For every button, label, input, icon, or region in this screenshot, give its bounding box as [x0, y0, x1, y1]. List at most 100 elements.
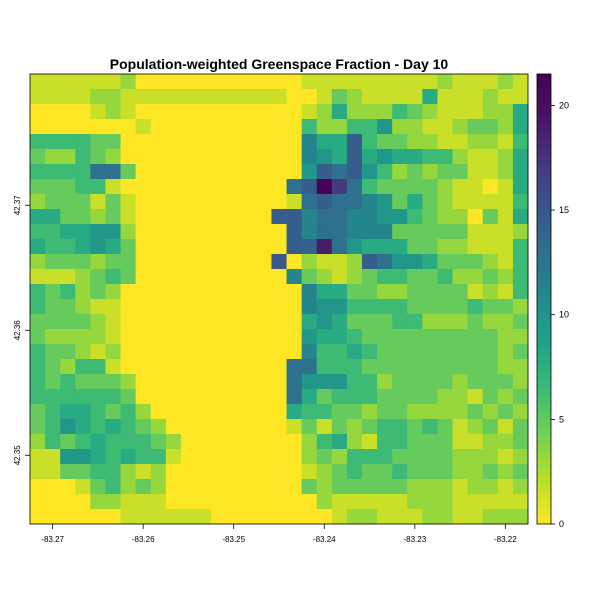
heatmap-cell: [105, 419, 121, 435]
heatmap-cell: [271, 89, 287, 105]
heatmap-cell: [316, 254, 333, 270]
heatmap-cell: [75, 284, 91, 300]
heatmap-cell: [346, 329, 363, 345]
heatmap-cell: [301, 494, 318, 510]
heatmap-cell: [226, 89, 242, 105]
heatmap-cell: [407, 449, 423, 465]
heatmap-cell: [286, 209, 303, 225]
heatmap-cell: [331, 149, 348, 165]
heatmap-cell: [362, 299, 378, 315]
heatmap-cell: [467, 494, 484, 510]
heatmap-cell: [392, 209, 408, 225]
heatmap-cell: [241, 359, 257, 375]
heatmap-cell: [226, 119, 242, 135]
heatmap-cell: [271, 374, 287, 390]
heatmap-cell: [105, 509, 121, 525]
heatmap-cell: [105, 284, 121, 300]
heatmap-cell: [75, 449, 91, 465]
heatmap-cell: [346, 374, 363, 390]
heatmap-cell: [346, 479, 363, 495]
heatmap-cell: [60, 194, 76, 210]
heatmap-cell: [165, 209, 182, 225]
colorbar: [536, 73, 552, 525]
heatmap-cell: [407, 254, 423, 270]
heatmap-cell: [331, 344, 348, 360]
heatmap-cell: [301, 224, 318, 240]
heatmap-cell: [105, 404, 121, 420]
heatmap-cell: [196, 389, 212, 405]
heatmap-cell: [392, 494, 408, 510]
heatmap-cell: [467, 464, 484, 480]
heatmap-cell: [135, 419, 152, 435]
heatmap-cell: [135, 134, 152, 150]
heatmap-cell: [135, 149, 152, 165]
heatmap-cell: [150, 134, 167, 150]
heatmap-cell: [60, 209, 76, 225]
heatmap-cell: [316, 269, 333, 285]
heatmap-cell: [497, 134, 514, 150]
heatmap-cell: [512, 404, 529, 420]
heatmap-cell: [241, 179, 257, 195]
heatmap-cell: [301, 104, 318, 120]
heatmap-cell: [331, 74, 348, 90]
heatmap-cell: [45, 299, 61, 315]
heatmap-cell: [180, 494, 197, 510]
heatmap-cell: [180, 224, 197, 240]
heatmap-cell: [135, 299, 152, 315]
heatmap-cell: [331, 479, 348, 495]
heatmap-cell: [90, 509, 106, 525]
heatmap-cell: [75, 329, 91, 345]
heatmap-cell: [135, 329, 152, 345]
heatmap-cell: [316, 449, 333, 465]
heatmap-cell: [241, 314, 257, 330]
heatmap-cell: [30, 359, 46, 375]
heatmap-cell: [346, 104, 363, 120]
heatmap-cell: [301, 254, 318, 270]
heatmap-cell: [226, 299, 242, 315]
heatmap-cell: [90, 464, 106, 480]
heatmap-cell: [301, 284, 318, 300]
heatmap-cell: [377, 284, 393, 300]
heatmap-cell: [211, 419, 227, 435]
heatmap-cell: [422, 464, 438, 480]
heatmap-cell: [241, 194, 257, 210]
heatmap-cell: [180, 284, 197, 300]
heatmap-cell: [271, 239, 287, 255]
heatmap-cell: [301, 479, 318, 495]
heatmap-cell: [165, 179, 182, 195]
heatmap-cell: [75, 194, 91, 210]
heatmap-cell: [120, 284, 137, 300]
heatmap-cell: [316, 494, 333, 510]
heatmap-cell: [211, 479, 227, 495]
heatmap-cell: [362, 359, 378, 375]
heatmap-cell: [196, 269, 212, 285]
heatmap-cell: [150, 239, 167, 255]
heatmap-cell: [180, 209, 197, 225]
heatmap-cell: [75, 464, 91, 480]
heatmap-cell: [241, 344, 257, 360]
heatmap-cell: [331, 434, 348, 450]
heatmap-cell: [452, 344, 469, 360]
heatmap-cell: [497, 179, 514, 195]
heatmap-cell: [422, 74, 438, 90]
heatmap-cell: [196, 479, 212, 495]
heatmap-cell: [407, 389, 423, 405]
heatmap-cell: [211, 509, 227, 525]
heatmap-cell: [150, 359, 167, 375]
heatmap-cell: [256, 254, 272, 270]
heatmap-cell: [211, 449, 227, 465]
heatmap-cell: [241, 404, 257, 420]
heatmap-cell: [377, 269, 393, 285]
heatmap-cell: [165, 329, 182, 345]
heatmap-cell: [75, 164, 91, 180]
heatmap-cell: [467, 74, 484, 90]
heatmap-cell: [377, 419, 393, 435]
heatmap-cell: [422, 119, 438, 135]
heatmap-cell: [256, 464, 272, 480]
heatmap-cell: [512, 134, 529, 150]
heatmap-cell: [256, 149, 272, 165]
heatmap-cell: [497, 164, 514, 180]
heatmap-cell: [301, 404, 318, 420]
heatmap-cell: [105, 164, 121, 180]
heatmap-cell: [150, 119, 167, 135]
